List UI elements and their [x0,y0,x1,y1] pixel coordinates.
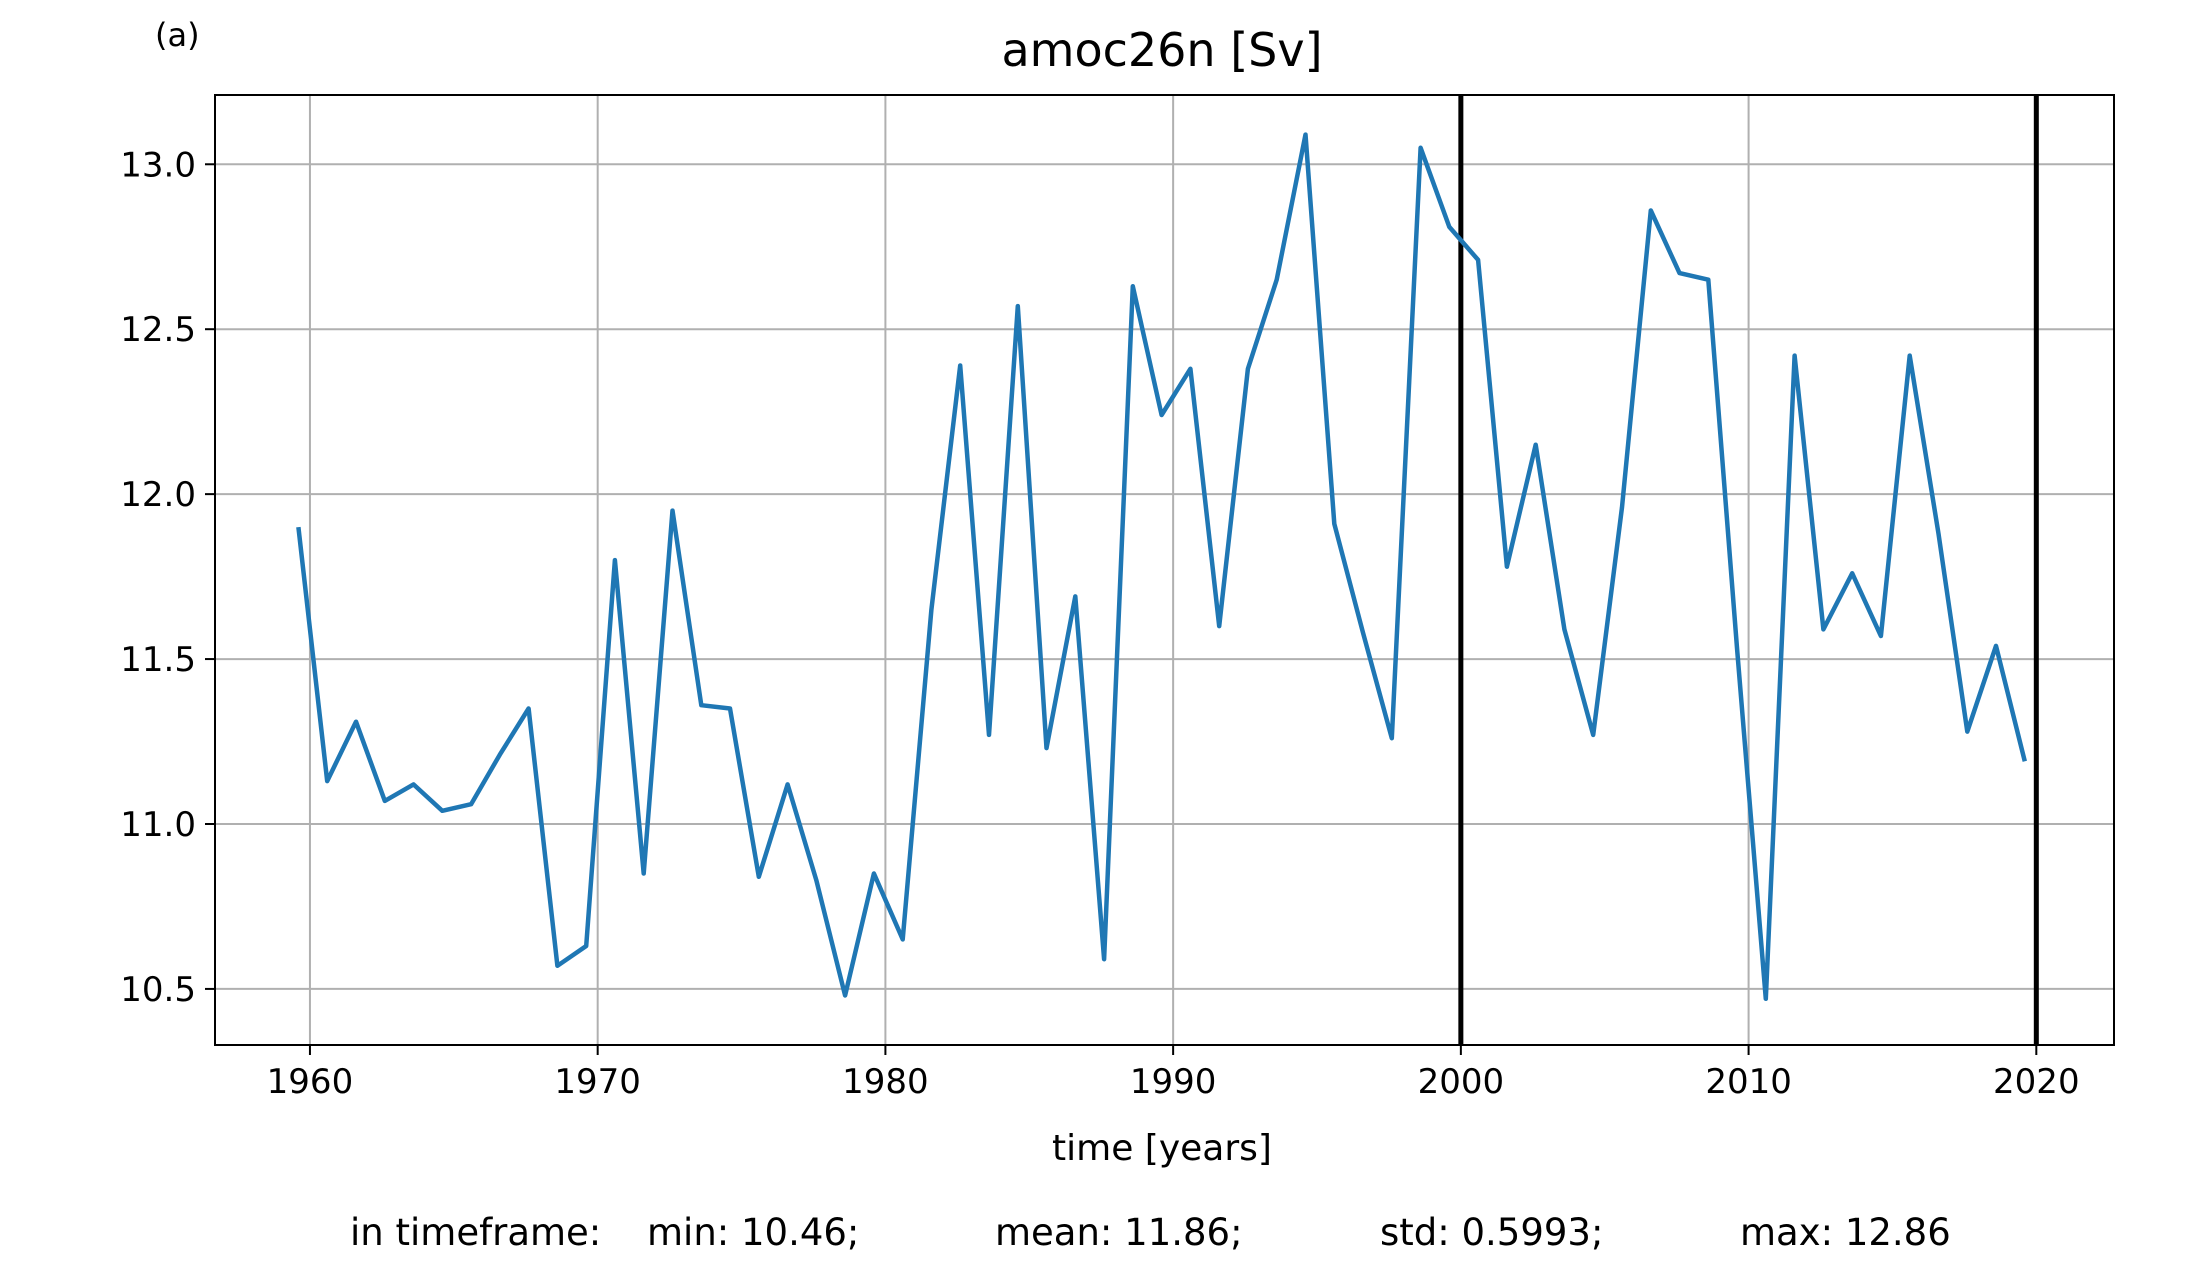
series-line [296,132,2027,1002]
y-tick-label: 12.0 [120,475,196,515]
y-tick-label: 11.0 [120,805,196,845]
x-tick-label: 1990 [1130,1062,1217,1102]
plot-frame [214,94,2115,1046]
stats-prefix: in timeframe: [350,1211,601,1254]
y-tick-label: 10.5 [120,970,196,1010]
x-tick-label: 1970 [554,1062,641,1102]
panel-label: (a) [155,16,200,54]
vertical-markers [1458,95,2039,1045]
grid [215,95,2114,1045]
x-tick-label: 2000 [1418,1062,1505,1102]
y-axis: 10.5 11.0 11.5 12.0 12.5 13.0 [120,145,215,1010]
stats-min: min: 10.46; [647,1211,859,1254]
stats-line: in timeframe: min: 10.46; mean: 11.86; s… [350,1211,1951,1254]
series-layer [296,132,2027,1002]
x-axis: 1960 1970 1980 1990 2000 2010 2020 [267,1045,2080,1102]
stats-std: std: 0.5993; [1380,1211,1603,1254]
stats-mean: mean: 11.86; [995,1211,1243,1254]
x-tick-label: 2010 [1705,1062,1792,1102]
x-tick-label: 1980 [842,1062,929,1102]
x-tick-label: 1960 [267,1062,354,1102]
y-tick-label: 11.5 [120,640,196,680]
stats-max: max: 12.86 [1740,1211,1951,1254]
x-tick-label: 2020 [1993,1062,2080,1102]
x-axis-label: time [years] [1052,1128,1272,1169]
chart-title: amoc26n [Sv] [1001,23,1322,77]
y-tick-label: 13.0 [120,145,196,185]
y-tick-label: 12.5 [120,310,196,350]
